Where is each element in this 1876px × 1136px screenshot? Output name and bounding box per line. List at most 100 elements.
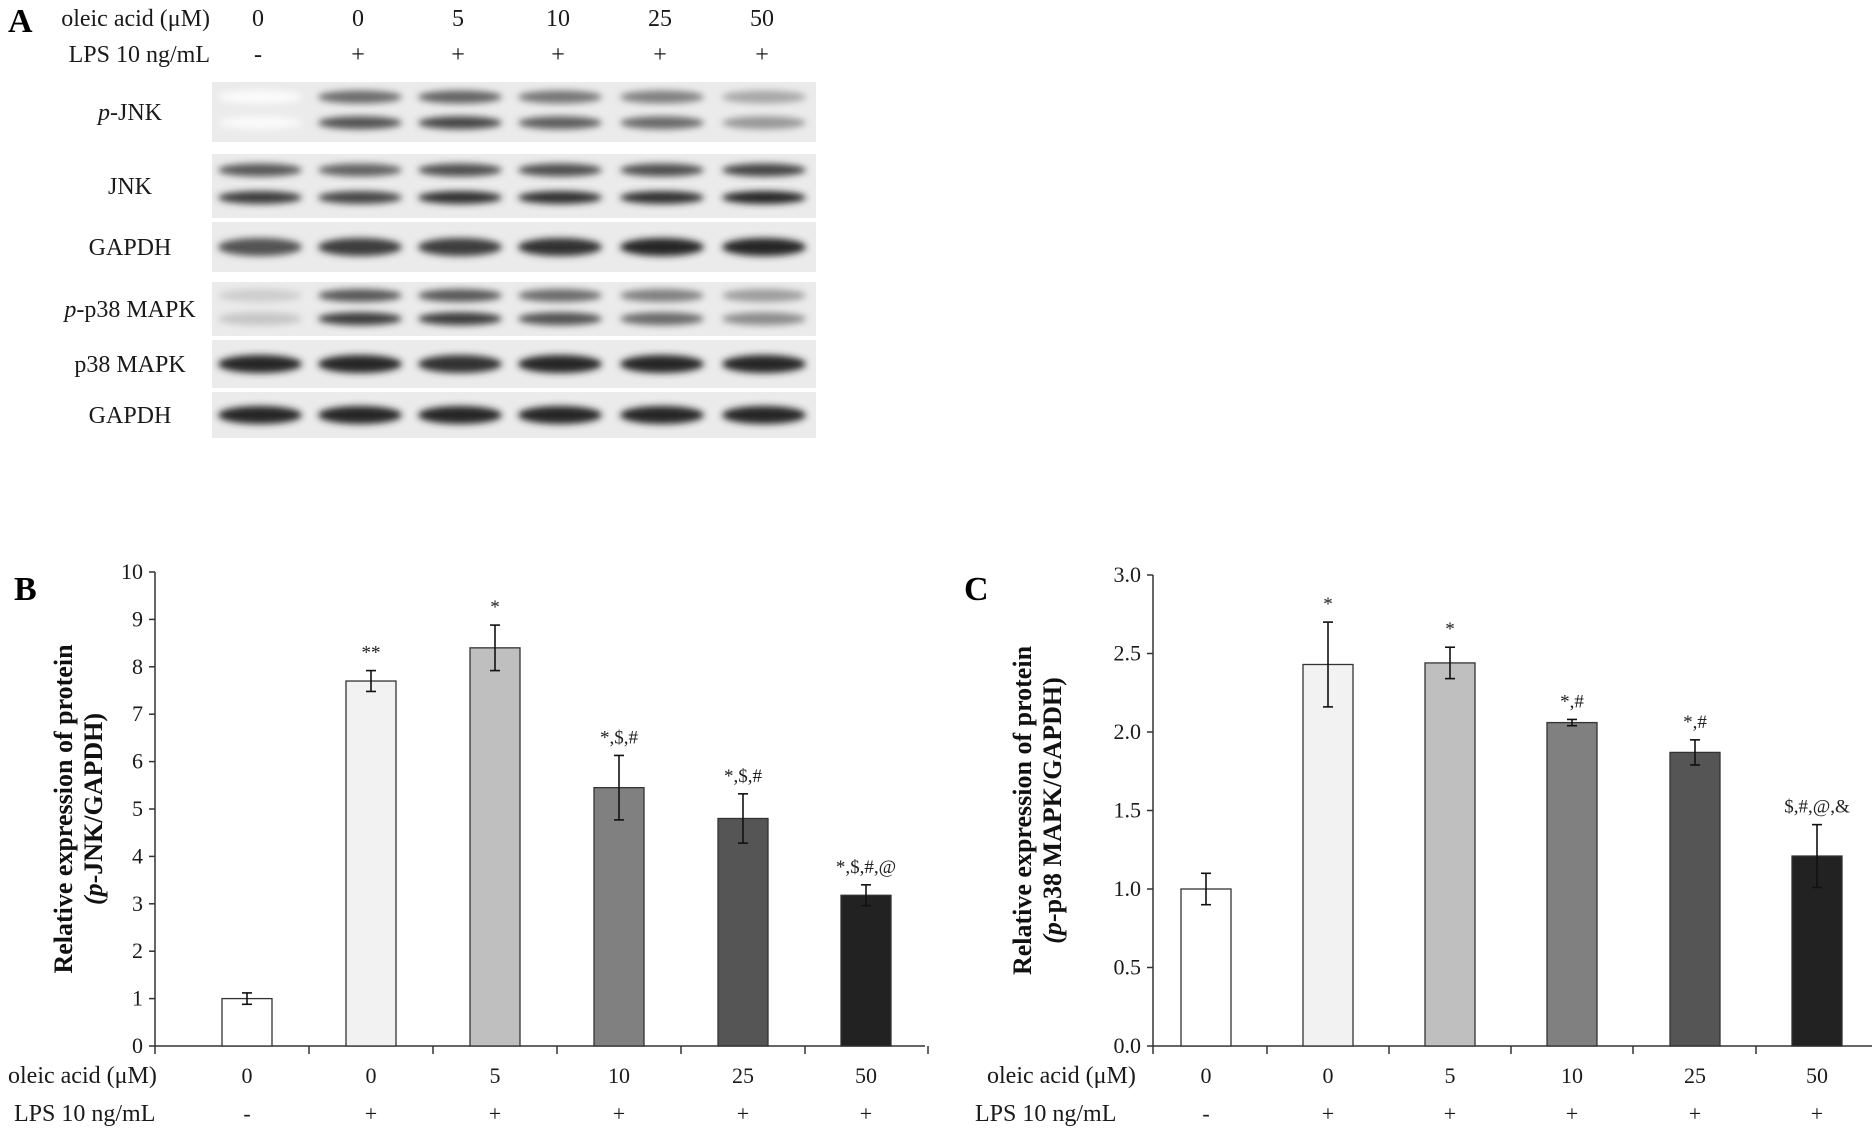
y-tick-label: 6 bbox=[132, 749, 143, 774]
significance-label: * bbox=[1323, 594, 1333, 615]
x-category-label: 0 bbox=[1201, 1063, 1212, 1088]
panel-b-letter: B bbox=[14, 571, 37, 608]
blot-band bbox=[218, 312, 302, 326]
blot-band bbox=[318, 163, 402, 177]
blot-band bbox=[722, 312, 806, 326]
blot-band bbox=[518, 238, 602, 256]
significance-label: *,$,#,@ bbox=[836, 857, 896, 878]
blot-band bbox=[318, 406, 402, 424]
blot-band bbox=[620, 116, 704, 130]
blot-band bbox=[318, 116, 402, 130]
panel-c-letter: C bbox=[964, 571, 989, 608]
row-label-lps: LPS 10 ng/mL bbox=[14, 1101, 155, 1127]
bar bbox=[1424, 662, 1476, 1047]
blot-band bbox=[518, 90, 602, 104]
panel-a-row-value: - bbox=[254, 42, 262, 68]
blot-band bbox=[518, 116, 602, 130]
lps-label: + bbox=[860, 1101, 872, 1126]
panel-a-row-label: oleic acid (μM) bbox=[61, 6, 210, 32]
blot-background bbox=[212, 222, 816, 272]
lps-label: + bbox=[1811, 1101, 1823, 1126]
blot-band bbox=[518, 163, 602, 177]
lps-label: + bbox=[1444, 1101, 1456, 1126]
x-category-label: 10 bbox=[1561, 1063, 1583, 1088]
panel-a-row-value: 0 bbox=[352, 6, 364, 32]
panel-c-chart: C 0.0 0.5 1.0 1.5 2.0 2.5 3.0 0 - * 0 + * 5 + *,# 10 + *,#… bbox=[964, 562, 1872, 1127]
panel-a-row-value: + bbox=[755, 42, 769, 68]
blot-band bbox=[218, 90, 302, 104]
blot-row: GAPDH bbox=[89, 222, 816, 272]
significance-label: * bbox=[1445, 619, 1455, 640]
y-tick-label: 1 bbox=[132, 986, 143, 1011]
x-category-label: 0 bbox=[366, 1063, 377, 1088]
panel-b-chart: B 0 1 2 3 4 5 6 7 8 9 10 0 - ** 0 + * 5 + *,$,# 10 + *,$,# 25 + *… bbox=[8, 559, 929, 1127]
row-label-lps: LPS 10 ng/mL bbox=[975, 1101, 1116, 1127]
blot-row: GAPDH bbox=[89, 392, 816, 438]
bar bbox=[1302, 663, 1354, 1047]
significance-label: *,$,# bbox=[724, 766, 763, 787]
blot-label-rest: -p38 MAPK bbox=[76, 297, 196, 323]
y-tick-label: 10 bbox=[121, 559, 143, 584]
chart-b-plot: 0 1 2 3 4 5 6 7 8 9 10 0 - ** 0 + * 5 + *,$,# 10 + *,$,# 25 + *,$… bbox=[8, 559, 929, 1127]
y-axis-title: Relative expression of protein(p-p38 MAP… bbox=[1008, 645, 1067, 975]
bar bbox=[1669, 751, 1721, 1047]
row-label-oleic: oleic acid (μM) bbox=[8, 1063, 157, 1089]
y-axis-title-prefix: (p bbox=[79, 883, 108, 905]
panel-a-row-value: 0 bbox=[252, 6, 264, 32]
x-category-label: 25 bbox=[732, 1063, 754, 1088]
y-axis-title-line1: Relative expression of protein bbox=[1008, 645, 1037, 975]
panel-a-row-value: + bbox=[351, 42, 365, 68]
significance-label: $,#,@,& bbox=[1784, 797, 1850, 818]
blot-label: GAPDH bbox=[89, 403, 172, 429]
blot-band bbox=[318, 289, 402, 302]
y-tick-label: 3 bbox=[132, 891, 143, 916]
blot-band bbox=[620, 163, 704, 177]
chart-c-plot: 0.0 0.5 1.0 1.5 2.0 2.5 3.0 0 - * 0 + * 5 + *,# 10 + *,# 25… bbox=[975, 562, 1872, 1127]
panel-a-header: oleic acid (μM) 0 0 5 10 25 50 LPS 10 ng/mL - + + +… bbox=[61, 6, 774, 68]
blot-band bbox=[318, 238, 402, 256]
y-tick-label: 4 bbox=[132, 843, 143, 868]
significance-label: *,# bbox=[1560, 691, 1584, 712]
blot-band bbox=[318, 90, 402, 104]
blot-band bbox=[218, 163, 302, 177]
y-axis-title: Relative expression of protein(p-JNK/GAP… bbox=[49, 644, 108, 974]
y-axis-title-line2: (p-p38 MAPK/GAPDH) bbox=[1038, 677, 1067, 943]
bar bbox=[345, 680, 397, 1047]
blot-row: p-p38 MAPK bbox=[62, 282, 816, 336]
panel-a-row-value: 25 bbox=[648, 6, 672, 32]
blot-row: JNK bbox=[108, 154, 816, 218]
x-category-label: 50 bbox=[855, 1063, 877, 1088]
y-tick-label: 7 bbox=[132, 701, 143, 726]
blot-band bbox=[218, 355, 302, 373]
bar bbox=[469, 647, 521, 1047]
blot-band bbox=[318, 355, 402, 373]
blot-band bbox=[620, 312, 704, 326]
blot-band bbox=[218, 191, 302, 205]
blot-band bbox=[620, 90, 704, 104]
y-tick-label: 2.0 bbox=[1114, 719, 1142, 744]
panel-a-row-value: 10 bbox=[546, 6, 570, 32]
blot-band bbox=[418, 191, 502, 205]
panel-a-row-label: LPS 10 ng/mL bbox=[69, 42, 210, 68]
blot-band bbox=[722, 289, 806, 302]
blot-band bbox=[418, 289, 502, 302]
blot-band bbox=[722, 191, 806, 205]
blot-label: p-p38 MAPK bbox=[62, 297, 196, 323]
blot-label-prefix: p bbox=[96, 100, 110, 126]
blot-label: JNK bbox=[108, 174, 153, 200]
blot-band bbox=[518, 289, 602, 302]
bar bbox=[840, 894, 892, 1047]
blot-band bbox=[218, 238, 302, 256]
lps-label: + bbox=[737, 1101, 749, 1126]
blot-band bbox=[722, 238, 806, 256]
y-tick-label: 0 bbox=[132, 1033, 143, 1058]
blot-band bbox=[620, 191, 704, 205]
x-category-label: 5 bbox=[490, 1063, 501, 1088]
y-tick-label: 2 bbox=[132, 938, 143, 963]
panel-a-western-blot: A oleic acid (μM) 0 0 5 10 25 50 LPS 10 ng/mL - +… bbox=[8, 3, 816, 438]
bar bbox=[593, 787, 645, 1047]
panel-a-row-value: + bbox=[653, 42, 667, 68]
blot-band bbox=[418, 163, 502, 177]
